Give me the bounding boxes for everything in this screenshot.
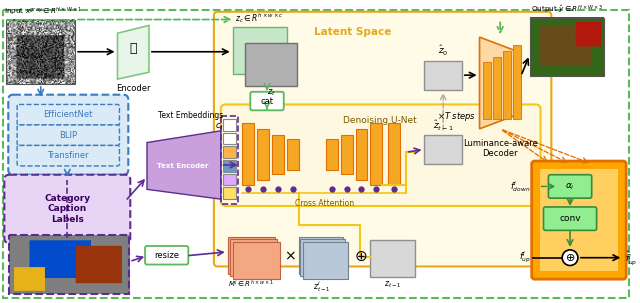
Text: 🔒: 🔒	[129, 42, 137, 55]
Bar	[223, 146, 236, 158]
Bar	[245, 43, 296, 86]
Text: $\oplus$: $\oplus$	[565, 252, 575, 263]
FancyBboxPatch shape	[17, 145, 120, 166]
Bar	[232, 242, 280, 279]
Bar	[356, 129, 367, 180]
Text: $f^i_{down}$: $f^i_{down}$	[510, 179, 531, 194]
Text: Latent Space: Latent Space	[314, 27, 391, 37]
Bar	[223, 188, 236, 199]
Bar	[303, 242, 348, 279]
FancyBboxPatch shape	[532, 161, 626, 279]
FancyBboxPatch shape	[17, 105, 120, 125]
FancyBboxPatch shape	[214, 12, 552, 266]
Text: $\hat{z}_{t-1}$: $\hat{z}_{t-1}$	[433, 119, 453, 133]
Bar	[326, 138, 338, 170]
Bar	[388, 123, 400, 185]
Bar	[298, 237, 343, 274]
Bar	[424, 135, 462, 164]
Text: $M^i \in R^{h\times w\times 1}$: $M^i \in R^{h\times w\times 1}$	[228, 279, 275, 291]
Bar	[243, 123, 254, 185]
FancyBboxPatch shape	[8, 95, 128, 175]
FancyBboxPatch shape	[4, 175, 131, 243]
Text: Text Embeddings: Text Embeddings	[157, 111, 223, 120]
Bar	[493, 57, 501, 119]
FancyBboxPatch shape	[17, 125, 120, 145]
FancyBboxPatch shape	[548, 175, 592, 198]
Bar	[223, 160, 236, 172]
Circle shape	[562, 250, 578, 265]
FancyBboxPatch shape	[221, 105, 541, 206]
Bar	[230, 239, 277, 276]
Text: Category
Caption
Labels: Category Caption Labels	[44, 194, 90, 224]
Text: Cross Attention: Cross Attention	[294, 199, 354, 208]
Bar	[371, 240, 415, 277]
Text: $z_{t-1}$: $z_{t-1}$	[384, 279, 402, 290]
Bar	[223, 133, 236, 145]
Text: EfficientNet: EfficientNet	[44, 110, 93, 119]
Text: $\oplus$: $\oplus$	[354, 249, 367, 264]
Text: Luminance-aware
Decoder: Luminance-aware Decoder	[463, 138, 538, 158]
FancyBboxPatch shape	[145, 246, 188, 265]
Text: $\hat{z}_0$: $\hat{z}_0$	[438, 44, 449, 58]
Text: $z_c \in R^{h\times w\times c}$: $z_c \in R^{h\times w\times c}$	[235, 12, 284, 25]
Bar	[223, 119, 236, 131]
Text: Encoder: Encoder	[116, 84, 150, 93]
Text: Output $\hat{y} \in R^{H\times W\times 3}$: Output $\hat{y} \in R^{H\times W\times 3…	[531, 3, 604, 16]
Text: $f^j_{up}$: $f^j_{up}$	[518, 250, 531, 265]
Polygon shape	[147, 131, 221, 199]
Text: $\hat{f}^j_{up}$: $\hat{f}^j_{up}$	[625, 249, 637, 267]
Bar	[9, 235, 129, 294]
Polygon shape	[479, 37, 521, 129]
Text: Denoising U-Net: Denoising U-Net	[343, 116, 417, 125]
Bar	[424, 61, 462, 90]
Bar	[371, 123, 382, 185]
Text: $\times T$ steps: $\times T$ steps	[437, 110, 476, 123]
Bar	[228, 237, 275, 274]
Text: $z_t$: $z_t$	[268, 88, 276, 98]
Bar	[503, 51, 511, 119]
Bar	[6, 20, 75, 84]
Bar	[301, 239, 345, 276]
Bar	[287, 138, 298, 170]
Polygon shape	[118, 25, 149, 79]
Text: $z^i_{t-1}$: $z^i_{t-1}$	[314, 279, 331, 294]
Bar	[223, 174, 236, 185]
FancyBboxPatch shape	[250, 92, 284, 110]
Bar	[530, 18, 604, 76]
Bar	[483, 62, 492, 119]
FancyBboxPatch shape	[543, 207, 596, 230]
Text: resize: resize	[154, 251, 179, 260]
Text: BLIP: BLIP	[60, 131, 77, 140]
Text: Transfiner: Transfiner	[47, 151, 89, 160]
Text: cat: cat	[260, 97, 273, 105]
Bar	[232, 27, 287, 74]
Bar	[257, 129, 269, 180]
Bar	[540, 169, 618, 271]
Text: $c_t$: $c_t$	[215, 121, 224, 132]
Text: $\times$: $\times$	[284, 250, 296, 264]
Text: $\alpha_i$: $\alpha_i$	[565, 181, 575, 192]
Text: conv: conv	[559, 214, 581, 223]
Text: Text Encoder: Text Encoder	[157, 163, 208, 169]
Bar	[513, 45, 521, 119]
Bar	[221, 116, 237, 204]
Bar	[341, 135, 353, 174]
Bar	[272, 135, 284, 174]
Text: Input $x^{gray}\in R^{H\times W\times 1}$: Input $x^{gray}\in R^{H\times W\times 1}…	[4, 5, 83, 18]
